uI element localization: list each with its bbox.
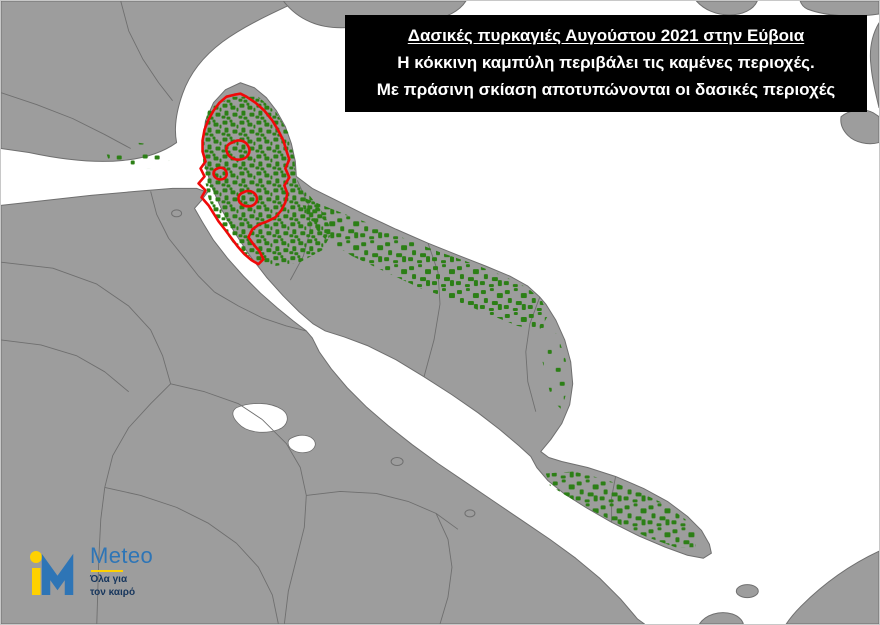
boundary-line: [1, 261, 172, 384]
burned-area-outline: [197, 92, 291, 266]
evia-island-shape: [202, 82, 712, 559]
islet-1: [171, 209, 183, 218]
boundary-line: [150, 191, 215, 293]
boundary-line: [306, 490, 459, 530]
forest-zone-north-evia: [202, 96, 333, 267]
logo-m-icon: [41, 553, 74, 596]
burned-perimeter-main: [197, 92, 291, 266]
burned-enclave-1: [225, 139, 251, 161]
logo-tagline-line2: τον καιρό: [90, 586, 136, 598]
burned-enclave-3: [212, 166, 228, 181]
logo-rule: [91, 570, 123, 573]
logo-stem-icon: [32, 568, 41, 596]
logo-text-block: Meteo Όλα για τον καιρό: [90, 544, 153, 601]
boundary-line: [214, 291, 307, 332]
title-panel: Δασικές πυρκαγιές Αυγούστου 2021 στην Εύ…: [345, 15, 867, 112]
panel-legend-forest: Με πράσινη σκίαση αποτυπώνονται οι δασικ…: [376, 80, 836, 99]
forest-zone-central-evia: [300, 196, 548, 330]
burned-enclave-2: [237, 189, 259, 208]
mainland-northwest-shape: [1, 1, 299, 162]
boundary-line: [120, 1, 173, 101]
forest-overlay: [104, 96, 698, 548]
meteo-logo: Meteo Όλα για τον καιρό: [29, 544, 153, 601]
andros-island-shape: [785, 550, 879, 624]
boundary-line: [170, 383, 263, 421]
forest-zone-east-evia: [537, 315, 568, 410]
boundary-line: [262, 419, 307, 624]
sporades-island-2-shape: [799, 1, 879, 17]
panel-legend-burned: Η κόκκινη καμπύλη περιβάλει τις καμένες …: [397, 53, 815, 72]
boundary-line: [1, 92, 131, 149]
logo-name: Meteo: [90, 543, 154, 568]
islet-5: [698, 612, 744, 624]
logo-tagline: Όλα για τον καιρό: [90, 574, 153, 599]
boundary-line: [104, 487, 279, 624]
lake-2: [287, 434, 316, 454]
sporades-island-shape: [695, 1, 758, 16]
forest-zone-south-evia: [545, 471, 698, 548]
logo-dot-icon: [30, 551, 42, 564]
logo-tagline-line1: Όλα για: [90, 574, 128, 586]
islet-2: [390, 457, 404, 467]
forest-zone-mainland-1: [104, 142, 173, 169]
boundary-line: [1, 339, 129, 393]
islet-4: [735, 584, 759, 599]
panel-title: Δασικές πυρκαγιές Αυγούστου 2021 στην Εύ…: [407, 26, 805, 45]
islet-3: [464, 509, 476, 518]
meteo-logo-icon: [30, 551, 74, 596]
boundary-line: [96, 383, 171, 624]
right-edge-coast-shape: [869, 22, 879, 109]
boundary-line: [435, 513, 453, 624]
